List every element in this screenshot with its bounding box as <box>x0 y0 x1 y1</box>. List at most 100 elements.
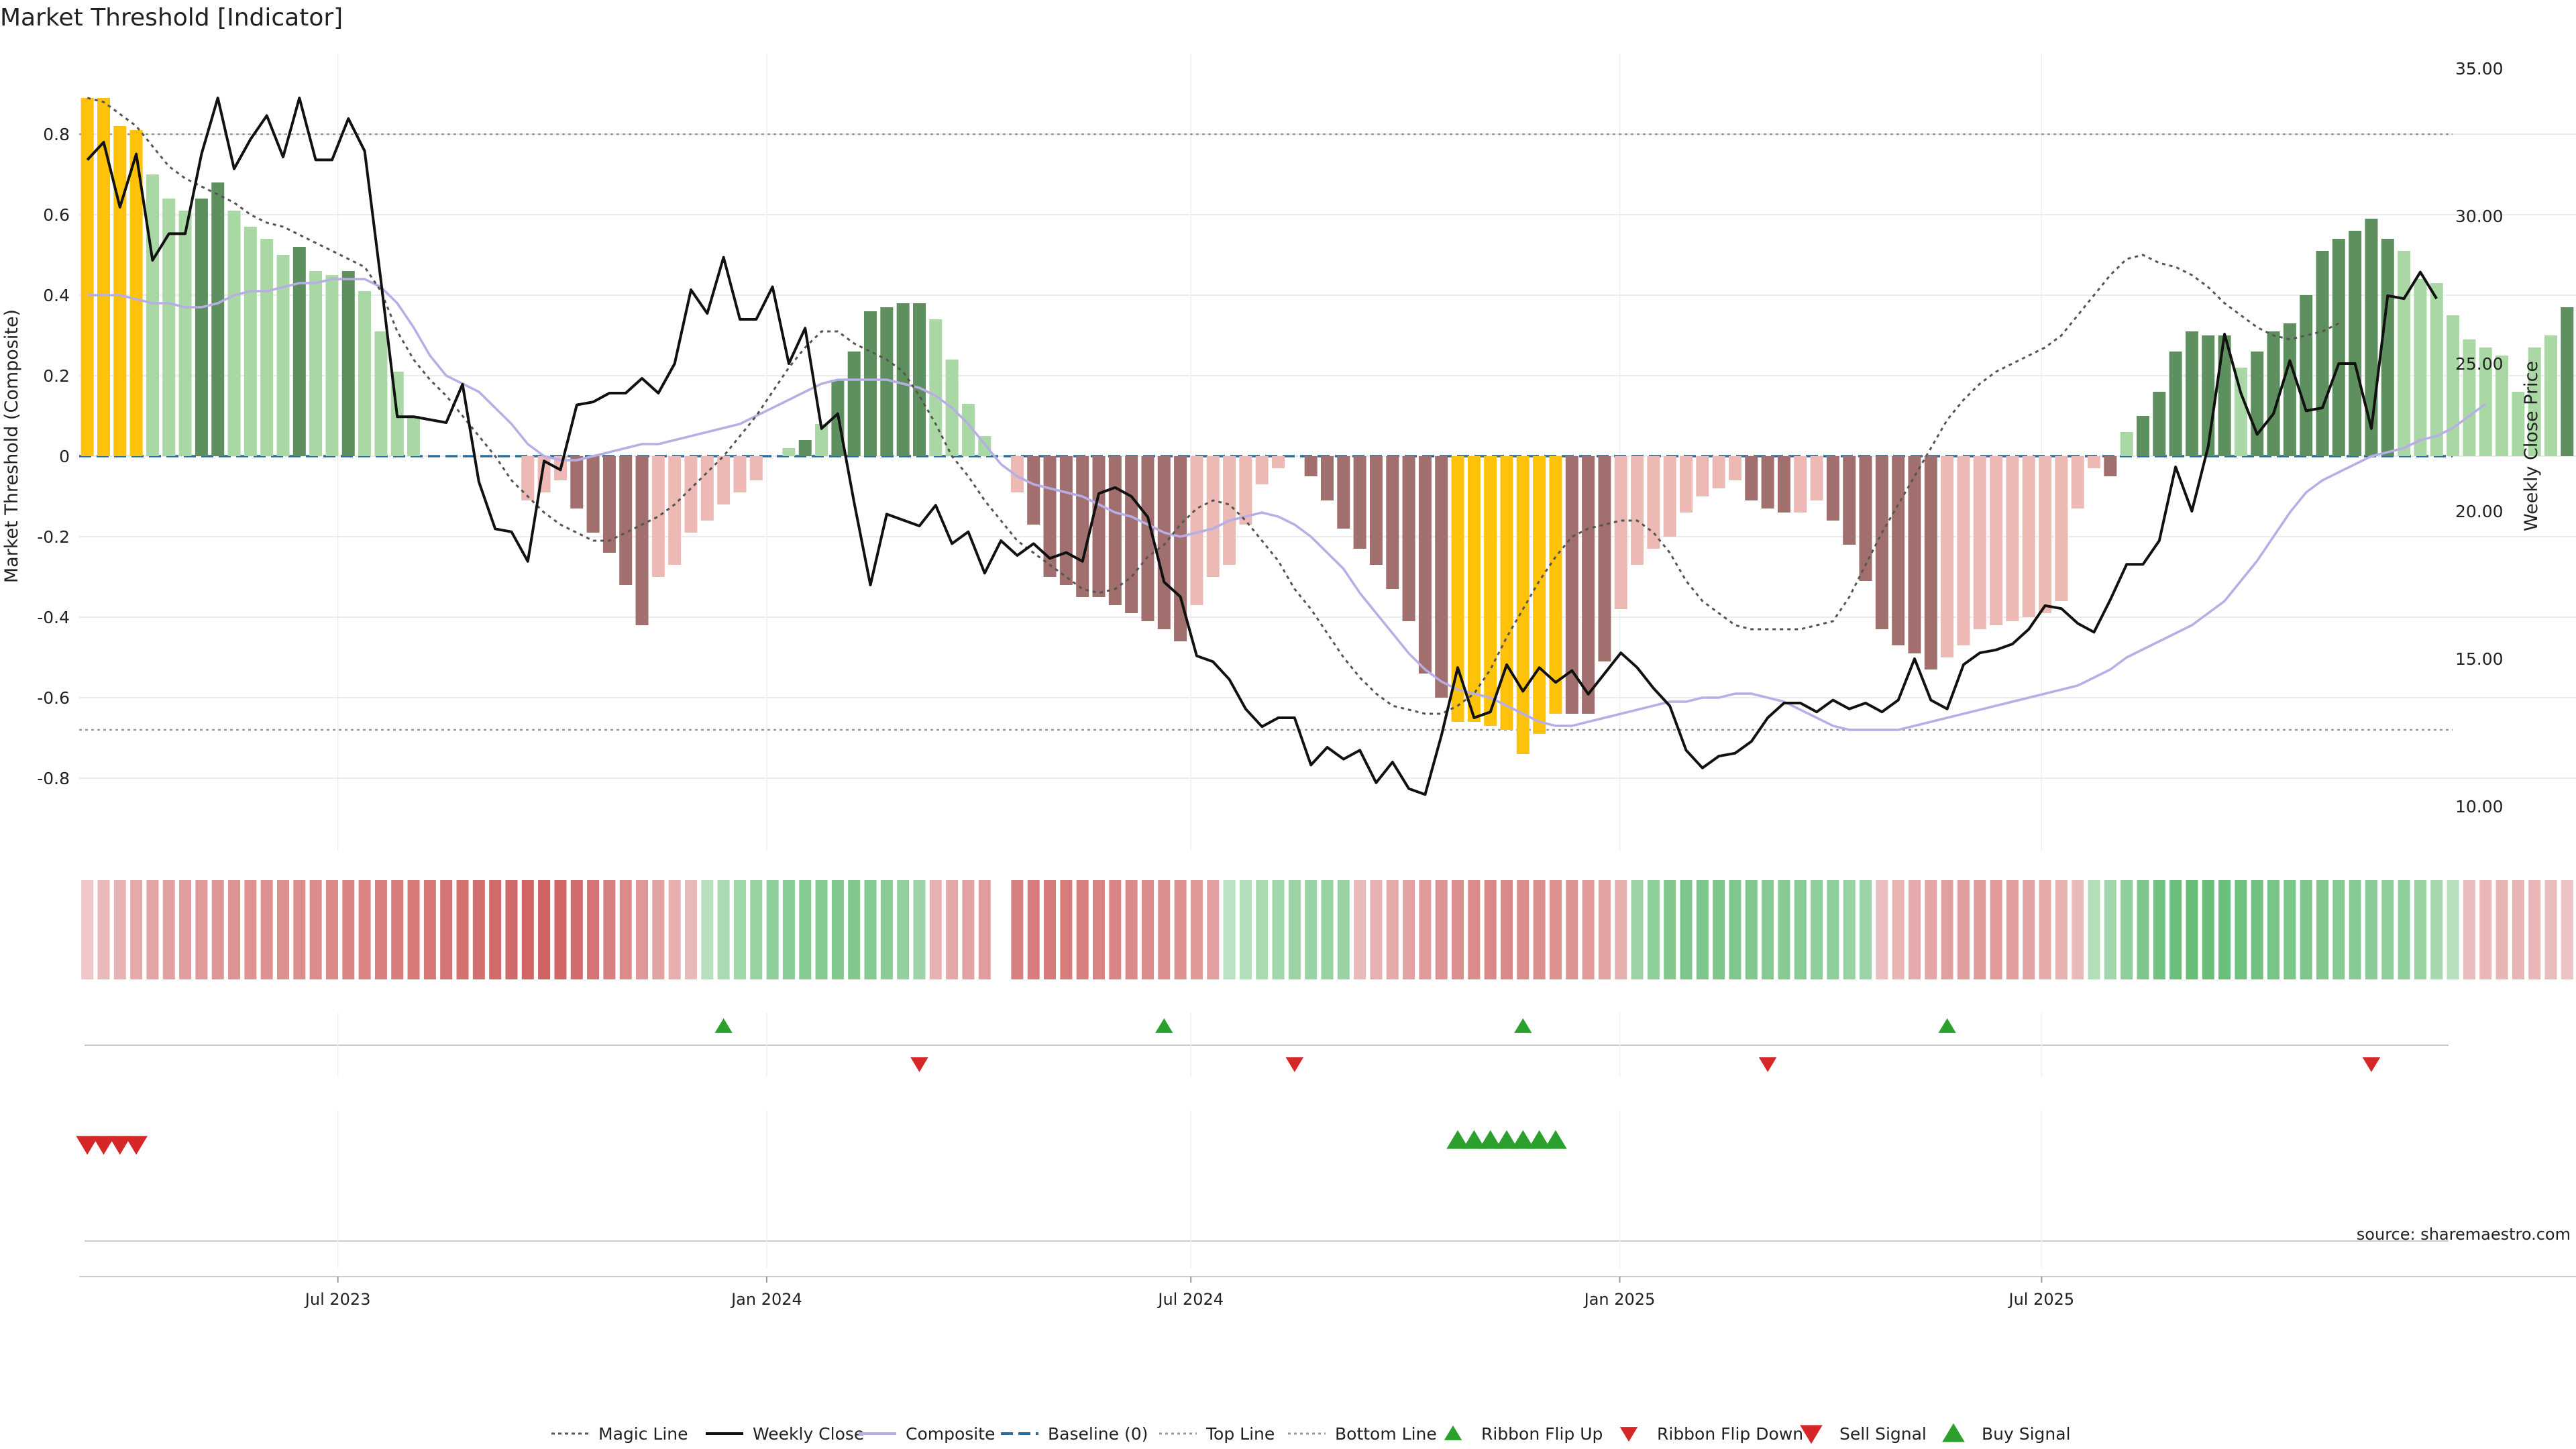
ribbon-cell <box>1745 880 1758 979</box>
composite-bar <box>847 352 861 456</box>
ribbon-cell <box>2349 880 2361 979</box>
ribbon-cell <box>815 880 828 979</box>
signal-panel <box>76 1110 2449 1268</box>
composite-bar <box>2218 335 2231 456</box>
composite-bar <box>113 126 127 456</box>
composite-bar <box>798 440 812 456</box>
composite-bar <box>1418 456 1432 674</box>
composite-bar <box>521 456 535 500</box>
composite-bar <box>292 247 306 456</box>
ribbon-cell <box>1125 880 1138 979</box>
ribbon-cell <box>456 880 469 979</box>
composite-bar <box>162 199 176 456</box>
composite-bar <box>602 456 616 553</box>
ribbon-cell <box>1582 880 1595 979</box>
composite-bar <box>1533 456 1546 734</box>
ribbon-flip-down-marker <box>2362 1057 2381 1073</box>
legend-label: Ribbon Flip Up <box>1481 1424 1603 1444</box>
y-axis-label: Market Threshold (Composite) <box>1 309 22 583</box>
ribbon-cell <box>325 880 338 979</box>
legend-item: Sell Signal <box>1800 1424 1927 1444</box>
ribbon-cell <box>2218 880 2231 979</box>
composite-bar <box>961 404 975 456</box>
ribbon-cell <box>1957 880 1970 979</box>
composite-bar <box>912 303 926 456</box>
ribbon-cell <box>2267 880 2280 979</box>
buy-signal-marker <box>1527 1130 1551 1149</box>
composite-bar <box>2447 315 2460 456</box>
composite-bar <box>2185 331 2198 456</box>
composite-bar <box>1810 456 1823 500</box>
ribbon-flip-up-marker <box>1514 1018 1532 1033</box>
chart-title: Market Threshold [Indicator] <box>0 4 343 32</box>
ribbon-cell <box>1631 880 1644 979</box>
composite-bar <box>309 271 323 456</box>
y2-axis-label: Weekly Close Price <box>2521 361 2542 531</box>
composite-bar <box>684 456 698 533</box>
legend-swatch-flip-up <box>1444 1425 1462 1440</box>
ribbon-cell <box>1174 880 1187 979</box>
composite-bar <box>1843 456 1856 545</box>
buy-signal-marker <box>1544 1130 1567 1149</box>
composite-bar <box>2300 295 2313 456</box>
legend-swatch-sell <box>1800 1425 1823 1444</box>
ribbon-cell <box>1435 880 1448 979</box>
ribbon-cell <box>733 880 746 979</box>
composite-line <box>87 278 2487 731</box>
ribbon-cell <box>1239 880 1252 979</box>
ribbon-cell <box>603 880 616 979</box>
composite-bar <box>325 275 339 456</box>
ribbon-cell <box>113 880 126 979</box>
ribbon-flip-up-marker <box>714 1018 733 1033</box>
ribbon-cell <box>309 880 322 979</box>
composite-bar <box>276 255 290 456</box>
ribbon-cell <box>570 880 583 979</box>
ribbon-cell <box>717 880 730 979</box>
composite-bar <box>2544 335 2557 456</box>
ribbon-cell <box>342 880 355 979</box>
buy-signal-marker <box>1495 1130 1518 1149</box>
composite-bar <box>2398 251 2411 456</box>
legend-item: Ribbon Flip Up <box>1444 1424 1603 1444</box>
composite-bar <box>211 182 225 456</box>
ribbon-cell <box>1729 880 1741 979</box>
composite-bar <box>97 98 110 456</box>
composite-bar <box>2332 239 2345 456</box>
ribbon-cell <box>782 880 795 979</box>
y-tick-label: -0.6 <box>37 688 70 708</box>
legend-label: Buy Signal <box>1982 1424 2071 1444</box>
composite-bar <box>1320 456 1334 500</box>
composite-bar <box>929 319 943 456</box>
ribbon-cell <box>1843 880 1856 979</box>
composite-bar <box>864 311 877 456</box>
ribbon-cell <box>1011 880 1024 979</box>
composite-bar <box>1239 456 1252 525</box>
composite-bar <box>815 424 828 456</box>
ribbon-cell <box>2055 880 2068 979</box>
ribbon-cell <box>1794 880 1807 979</box>
ribbon-cell <box>766 880 779 979</box>
y2-tick-label: 15.00 <box>2455 649 2504 669</box>
ribbon-cell <box>1647 880 1660 979</box>
legend-label: Weekly Close <box>753 1424 864 1444</box>
ribbon-cell <box>2006 880 2019 979</box>
composite-bar <box>2381 239 2394 456</box>
source-note: source: sharemaestro.com <box>2357 1225 2571 1244</box>
composite-bar <box>2316 251 2329 456</box>
composite-bar <box>1304 456 1318 476</box>
ribbon-cell <box>1141 880 1154 979</box>
ribbon-cell <box>1680 880 1693 979</box>
legend-label: Baseline (0) <box>1048 1424 1148 1444</box>
ribbon-cell <box>1501 880 1513 979</box>
ribbon-cell <box>293 880 306 979</box>
ribbon-flip-down-marker <box>910 1057 928 1073</box>
ribbon-cell <box>848 880 861 979</box>
composite-bar <box>1059 456 1073 585</box>
ribbon-cell <box>750 880 763 979</box>
ribbon-cell <box>505 880 518 979</box>
ribbon-cell <box>799 880 812 979</box>
composite-bar <box>1826 456 1839 521</box>
ribbon-cell <box>358 880 371 979</box>
legend-label: Composite <box>906 1424 995 1444</box>
composite-bar <box>880 307 894 456</box>
